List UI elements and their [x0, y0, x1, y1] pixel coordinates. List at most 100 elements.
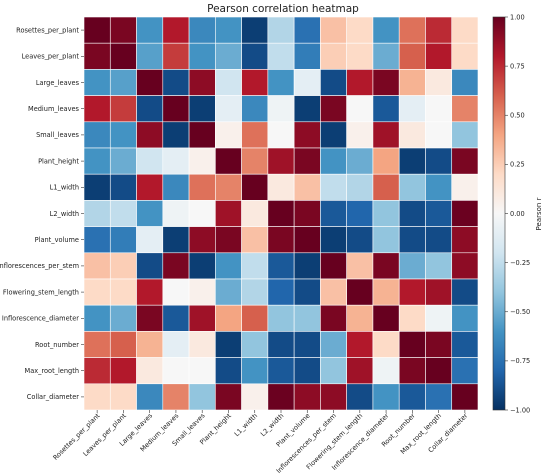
heatmap-cell: [293, 226, 321, 254]
heatmap-cell: [372, 252, 400, 280]
heatmap-cell: [346, 173, 374, 201]
heatmap-cell: [162, 200, 190, 227]
heatmap-cell: [162, 95, 190, 123]
heatmap-cell: [346, 304, 374, 332]
heatmap-cell: [109, 69, 137, 96]
heatmap-cell: [136, 69, 164, 96]
heatmap-cell: [83, 278, 111, 306]
heatmap-cell: [451, 42, 479, 70]
heatmap-cell: [267, 278, 295, 306]
heatmap-cell: [425, 147, 453, 175]
y-tick-label: Leaves_per_plant: [22, 53, 80, 61]
heatmap-cell: [136, 252, 164, 280]
colorbar-tick-label: 0.75: [510, 62, 525, 70]
heatmap-cell: [83, 331, 111, 358]
heatmap-cell: [320, 200, 347, 227]
heatmap-cell: [267, 383, 295, 411]
heatmap-cell: [162, 226, 190, 254]
heatmap-cell: [267, 357, 295, 385]
y-tick-label: L1_width: [50, 184, 79, 192]
heatmap-cell: [346, 42, 374, 70]
x-tick-label: L2_width: [259, 412, 285, 438]
heatmap-cell: [425, 200, 453, 227]
heatmap-cell: [215, 16, 242, 44]
heatmap-cell: [267, 304, 295, 332]
y-tick-labels: Rosettes_per_plant Leaves_per_plant Large_…: [0, 26, 84, 401]
y-tick-label: Medium_leaves: [28, 105, 80, 113]
heatmap-cell: [267, 200, 295, 227]
heatmap-cell: [372, 69, 400, 96]
heatmap-cell: [320, 121, 347, 149]
heatmap-cell: [215, 173, 242, 201]
heatmap-cell: [162, 69, 190, 96]
heatmap-cell: [188, 42, 216, 70]
heatmap-cell: [320, 357, 347, 385]
heatmap-cell: [83, 252, 111, 280]
heatmap-cell: [136, 147, 164, 175]
heatmap-cell: [346, 69, 374, 96]
x-tick-label: L1_width: [233, 412, 259, 438]
heatmap-cell: [398, 383, 426, 411]
heatmap-cell: [398, 121, 426, 149]
y-tick-label: Root_number: [35, 341, 79, 349]
heatmap-cell: [398, 357, 426, 385]
heatmap-cell: [136, 42, 164, 70]
heatmap-cell: [83, 147, 111, 175]
heatmap-cell: [188, 252, 216, 280]
heatmap-cell: [372, 121, 400, 149]
heatmap-cell: [162, 357, 190, 385]
heatmap-cell: [320, 278, 347, 306]
heatmap-cell: [109, 95, 137, 123]
heatmap-cell: [346, 278, 374, 306]
heatmap-cell: [215, 278, 242, 306]
heatmap-cell: [188, 383, 216, 411]
heatmap-cell: [215, 331, 242, 358]
heatmap-cell: [293, 357, 321, 385]
heatmap-cell: [293, 252, 321, 280]
heatmap-cell: [83, 42, 111, 70]
heatmap-cell: [188, 278, 216, 306]
heatmap-cell: [398, 95, 426, 123]
heatmap-cell: [320, 147, 347, 175]
heatmap-cell: [425, 226, 453, 254]
heatmap-cell: [293, 147, 321, 175]
heatmap-cell: [293, 304, 321, 332]
heatmap-cell: [241, 42, 269, 70]
heatmap-cell: [136, 304, 164, 332]
heatmap-cell: [346, 357, 374, 385]
heatmap-cell: [293, 200, 321, 227]
y-tick-label: Inflorescence_diameter: [2, 315, 79, 323]
heatmap-cell: [293, 42, 321, 70]
heatmap-cell: [451, 252, 479, 280]
colorbar-tick-label: 1.00: [510, 13, 525, 21]
heatmap-cell: [451, 331, 479, 358]
heatmap-cell: [215, 252, 242, 280]
heatmap-cell: [267, 147, 295, 175]
y-tick-label: Small_leaves: [36, 131, 79, 139]
heatmap-grid: [83, 16, 479, 411]
y-tick-label: Rosettes_per_plant: [16, 26, 79, 34]
heatmap-cell: [109, 200, 137, 227]
heatmap-cell: [293, 383, 321, 411]
colorbar-tick-label: −0.25: [510, 259, 530, 267]
heatmap-cell: [425, 173, 453, 201]
heatmap-cell: [83, 304, 111, 332]
heatmap-cell: [320, 226, 347, 254]
heatmap-cell: [451, 16, 479, 44]
y-tick-label: Plant_height: [38, 157, 79, 165]
heatmap-cell: [188, 357, 216, 385]
heatmap-cell: [293, 121, 321, 149]
heatmap-cell: [372, 304, 400, 332]
heatmap-cell: [425, 16, 453, 44]
heatmap-cell: [188, 69, 216, 96]
heatmap-cell: [188, 226, 216, 254]
heatmap-cell: [136, 173, 164, 201]
heatmap-cell: [293, 173, 321, 201]
heatmap-cell: [83, 121, 111, 149]
heatmap-cell: [267, 173, 295, 201]
heatmap-cell: [267, 16, 295, 44]
heatmap-cell: [451, 304, 479, 332]
heatmap-cell: [188, 95, 216, 123]
heatmap-cell: [451, 226, 479, 254]
